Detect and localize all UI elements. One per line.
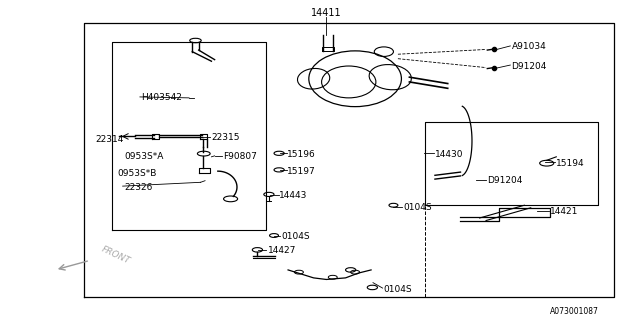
- Text: A91034: A91034: [511, 42, 547, 52]
- Text: D91204: D91204: [487, 176, 523, 185]
- Text: A073001087: A073001087: [550, 307, 599, 316]
- Text: F90807: F90807: [223, 152, 257, 161]
- Text: 22315: 22315: [211, 133, 240, 142]
- Text: 15197: 15197: [287, 167, 316, 176]
- Text: 0953S*B: 0953S*B: [118, 169, 157, 178]
- Text: 15194: 15194: [556, 159, 585, 168]
- Text: 14427: 14427: [268, 246, 296, 255]
- Text: 14443: 14443: [279, 191, 307, 200]
- Text: H403542: H403542: [141, 93, 182, 102]
- Text: 14430: 14430: [435, 150, 463, 159]
- Text: 0953S*A: 0953S*A: [124, 152, 163, 161]
- Text: 0104S: 0104S: [403, 203, 431, 212]
- Text: 22326: 22326: [124, 183, 152, 192]
- Text: FRONT: FRONT: [100, 245, 131, 266]
- Text: 14411: 14411: [311, 8, 342, 19]
- Text: 15196: 15196: [287, 150, 316, 159]
- Text: 22314: 22314: [95, 135, 124, 144]
- Text: D91204: D91204: [511, 61, 547, 70]
- Text: 14421: 14421: [550, 207, 579, 216]
- Text: 0104S: 0104S: [384, 284, 413, 293]
- Text: 0104S: 0104S: [282, 232, 310, 241]
